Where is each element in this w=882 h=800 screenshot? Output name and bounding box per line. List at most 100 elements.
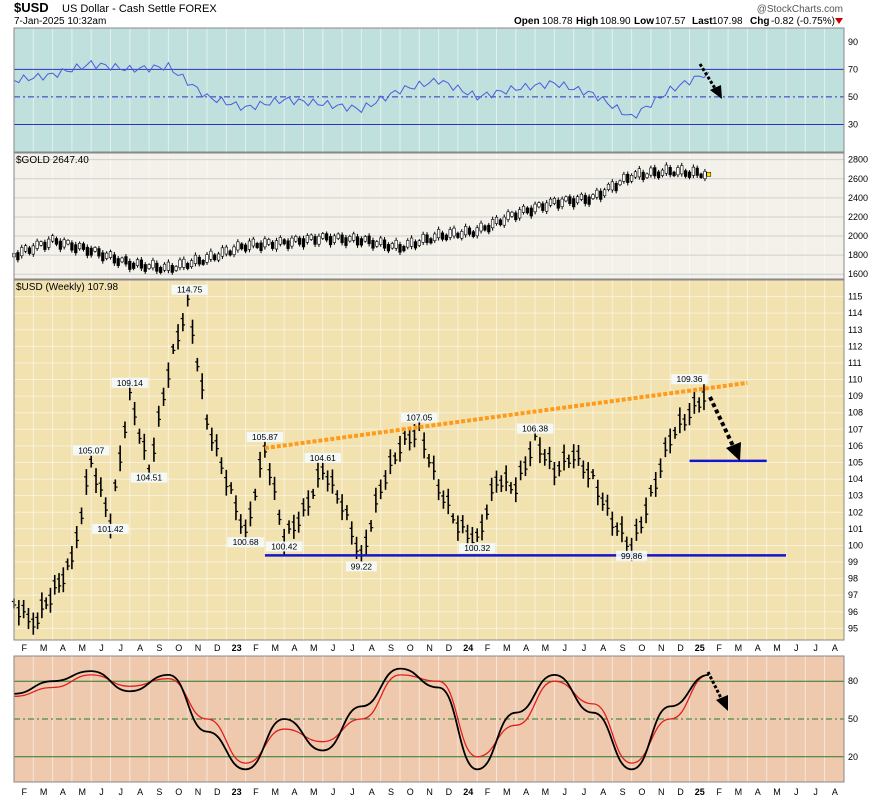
gold-candle — [336, 233, 340, 239]
gold-candle — [429, 238, 433, 244]
x-tick-label: J — [99, 643, 104, 653]
gold-candle — [510, 211, 514, 217]
gold-candle — [240, 243, 244, 250]
gold-candle — [186, 263, 190, 269]
gold-candle — [591, 194, 595, 199]
gold-candle — [556, 199, 560, 209]
gold-candle — [298, 237, 302, 245]
gold-candle — [633, 171, 638, 178]
usd-y-tick: 103 — [848, 491, 863, 501]
gold-candle — [440, 232, 445, 240]
gold-candle — [143, 264, 147, 272]
x-tick-label: A — [755, 643, 761, 653]
stoch-y-tick: 50 — [848, 714, 858, 724]
gold-candle — [564, 196, 568, 202]
usd-y-tick: 108 — [848, 408, 863, 418]
x-tick-label: A — [291, 787, 297, 797]
gold-candle — [529, 207, 533, 217]
gold-candle — [151, 259, 155, 269]
price-annotation: 109.14 — [117, 378, 143, 388]
gold-candle — [614, 183, 618, 192]
x-tick-label: O — [407, 643, 414, 653]
low-value: 107.57 — [655, 16, 686, 27]
price-annotation: 99.22 — [351, 561, 373, 571]
gold-candle — [81, 243, 86, 250]
gold-candle — [309, 234, 313, 240]
gold-candle — [282, 239, 286, 245]
gold-candle — [629, 175, 634, 182]
gold-candle — [436, 229, 441, 239]
x-tick-label: 25 — [695, 787, 705, 797]
gold-candle — [205, 254, 209, 263]
gold-candle — [135, 259, 140, 266]
gold-candle — [448, 229, 452, 238]
price-annotation: 105.87 — [252, 432, 278, 442]
x-tick-label: F — [485, 787, 491, 797]
gold-candle — [421, 234, 425, 243]
price-annotation-box — [73, 445, 110, 456]
x-tick-label: A — [832, 643, 838, 653]
gold-candle — [606, 183, 611, 190]
gold-candle — [645, 173, 649, 179]
x-tick-label: J — [813, 643, 818, 653]
price-annotation: 100.32 — [464, 543, 490, 553]
gold-candle — [132, 262, 136, 269]
x-tick-label: S — [388, 643, 394, 653]
x-tick-label: F — [485, 643, 491, 653]
usd-y-tick: 114 — [848, 308, 862, 318]
gold-candle — [39, 241, 43, 246]
gold-candle — [93, 247, 97, 252]
x-tick-label: A — [137, 787, 143, 797]
gold-candle — [583, 195, 587, 204]
panel-borders — [13, 27, 845, 783]
price-annotation-box — [266, 541, 303, 552]
x-tick-label: J — [582, 787, 587, 797]
gold-candle — [545, 202, 549, 212]
gold-candle — [491, 219, 495, 229]
gold-panel-border — [13, 152, 845, 280]
x-tick-label: D — [214, 643, 221, 653]
x-tick-label: N — [658, 787, 665, 797]
stoch-slow-line — [13, 674, 709, 764]
gold-candle — [703, 171, 707, 179]
gold-candle — [27, 247, 32, 254]
gold-candle — [348, 236, 352, 242]
x-tick-label: O — [407, 787, 414, 797]
gold-candle — [506, 211, 510, 220]
gold-label: $GOLD 2647.40 — [16, 155, 89, 166]
gold-candle — [228, 250, 232, 256]
axes: F F M M A A M M J J J J A A S S O O N N D D 23 23 F F M M A A M M J J J J A A… — [22, 37, 868, 797]
usd-y-tick: 111 — [848, 358, 862, 368]
stoch-panel-border — [13, 655, 845, 783]
x-tick-label: M — [735, 787, 743, 797]
x-tick-label: F — [716, 643, 722, 653]
quote-line: Open 108.78 High 108.90 Low 107.57 Last … — [514, 16, 843, 27]
down-triangle-icon — [835, 18, 843, 24]
gold-candle — [274, 240, 279, 250]
x-tick-label: J — [562, 787, 567, 797]
x-tick-label: J — [794, 643, 799, 653]
gold-candle — [162, 263, 167, 271]
price-annotation: 104.61 — [310, 453, 336, 463]
gold-candle — [382, 239, 387, 249]
price-annotation-box — [516, 423, 554, 434]
usd-y-tick: 113 — [848, 325, 862, 335]
gold-candle — [676, 167, 680, 176]
gold-candle — [406, 240, 410, 248]
x-tick-label: A — [369, 643, 375, 653]
gold-candle — [680, 165, 684, 175]
gold-candle — [244, 244, 248, 252]
price-annotation-box — [671, 374, 708, 385]
gold-candle — [637, 168, 641, 178]
x-tick-label: J — [813, 787, 818, 797]
gold-candle — [699, 173, 703, 178]
gold-y-tick: 2800 — [848, 155, 868, 165]
x-tick-label: F — [22, 643, 28, 653]
gold-candle — [498, 219, 502, 226]
gold-candle — [386, 244, 391, 252]
gold-candle — [201, 260, 205, 265]
gold-candle — [43, 241, 47, 250]
rsi-panel — [13, 59, 844, 125]
gold-candle — [35, 240, 39, 249]
gold-candle — [189, 260, 194, 267]
